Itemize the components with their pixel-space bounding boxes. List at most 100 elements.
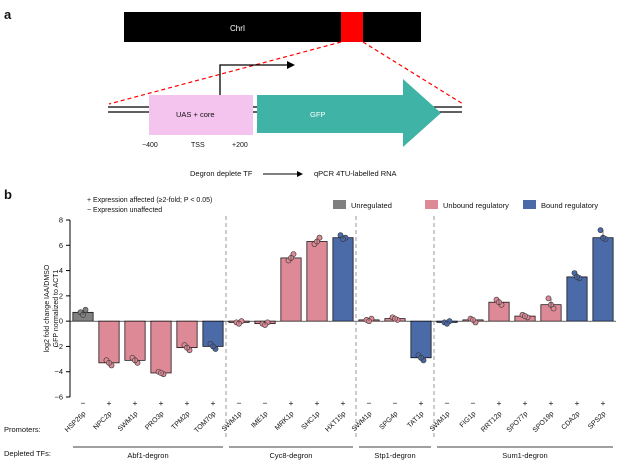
category-label: PRO3p xyxy=(144,410,165,431)
promoters-label: Promoters: xyxy=(4,425,41,434)
category-label: TAT1p xyxy=(406,410,425,429)
group-label: Cyc8-degron xyxy=(270,451,313,460)
legend-label: Unbound regulatory xyxy=(443,201,509,210)
category-label: HXT15p xyxy=(324,410,347,433)
uas-core-label: UAS + core xyxy=(176,110,215,119)
note-minus: − Expression unaffected xyxy=(87,207,162,214)
significance-mark: + xyxy=(315,398,320,408)
zoom-line-right xyxy=(362,41,464,105)
category-label: SWM1p xyxy=(429,410,452,433)
y-tick-label: 6 xyxy=(59,241,63,250)
flow-left: Degron deplete TF xyxy=(190,169,253,178)
y-tick-label: 2 xyxy=(59,291,63,300)
bar xyxy=(306,241,328,322)
category-label: SPO19p xyxy=(532,410,556,434)
panel-a-label: a xyxy=(4,7,12,22)
note-plus: + Expression affected (≥2-fold; P < 0.05… xyxy=(87,197,212,204)
category-label: IME1p xyxy=(250,410,269,429)
significance-mark: + xyxy=(289,398,294,408)
replicate-point xyxy=(82,306,89,313)
bar xyxy=(280,257,302,322)
significance-mark: − xyxy=(393,398,398,408)
category-label: NPC2p xyxy=(92,410,113,431)
y-axis-label: log2 fold change IAA/DMSO xyxy=(44,264,51,352)
legend: Unregulated Unbound regulatory Bound regul… xyxy=(333,200,598,210)
significance-mark: + xyxy=(133,398,138,408)
category-label: HSP26p xyxy=(64,410,87,433)
significance-mark: + xyxy=(341,398,346,408)
chromosome-label: ChrI xyxy=(230,24,245,33)
zoom-line-left xyxy=(108,41,342,105)
y-tick-label: −6 xyxy=(54,393,63,402)
replicate-point xyxy=(545,295,552,302)
category-label: TOM70p xyxy=(193,410,217,434)
significance-mark: + xyxy=(497,398,502,408)
significance-mark: − xyxy=(445,398,450,408)
significance-mark: + xyxy=(211,398,216,408)
flow-arrowhead xyxy=(297,171,303,177)
significance-mark: + xyxy=(601,398,606,408)
bar-chart: −6 −4 −2 0 2 4 6 8 log2 fold change IAA/DMSO GFP … xyxy=(44,216,616,460)
bar xyxy=(566,276,588,322)
chromosome-highlight xyxy=(341,12,363,42)
gfp-label: GFP xyxy=(310,110,325,119)
category-label: SPO77p xyxy=(506,410,530,434)
depleted-label: Depleted TFs: xyxy=(4,449,51,458)
bar xyxy=(592,237,614,322)
legend-label: Bound regulatory xyxy=(541,201,598,210)
bar xyxy=(150,320,172,374)
significance-mark: + xyxy=(419,398,424,408)
significance-mark: + xyxy=(107,398,112,408)
significance-mark: − xyxy=(367,398,372,408)
category-label: SWM1p xyxy=(351,410,374,433)
group-label: Abf1-degron xyxy=(127,451,168,460)
bar xyxy=(98,320,120,364)
category-label: SPS2p xyxy=(587,410,607,430)
pos-right: +200 xyxy=(232,142,248,149)
legend-swatch xyxy=(425,200,438,209)
tss-arrowhead xyxy=(287,61,295,69)
tss-label: TSS xyxy=(191,142,205,149)
panel-b-label: b xyxy=(4,187,12,202)
replicate-point xyxy=(597,227,604,234)
legend-swatch xyxy=(333,200,346,209)
significance-mark: + xyxy=(185,398,190,408)
category-label: FIG1p xyxy=(459,410,478,429)
significance-mark: − xyxy=(81,398,86,408)
category-label: CDA2p xyxy=(560,410,581,431)
legend-swatch xyxy=(523,200,536,209)
category-label: SWM1p xyxy=(117,410,140,433)
flow-right: qPCR 4TU-labelled RNA xyxy=(314,169,397,178)
category-label: RRT12p xyxy=(480,410,503,433)
category-label: TPM2p xyxy=(171,410,192,431)
category-label: SPG4p xyxy=(378,410,399,431)
tss-arrow xyxy=(219,64,287,95)
pos-left: −400 xyxy=(142,142,158,149)
significance-mark: + xyxy=(523,398,528,408)
significance-mark: − xyxy=(263,398,268,408)
y-tick-label: −4 xyxy=(54,367,63,376)
uas-core-box xyxy=(149,95,253,135)
group-label: Sum1-degron xyxy=(502,451,547,460)
bar xyxy=(124,320,146,361)
significance-mark: − xyxy=(471,398,476,408)
significance-mark: + xyxy=(575,398,580,408)
category-label: SHC1p xyxy=(300,410,321,431)
y-tick-label: −2 xyxy=(54,342,63,351)
y-tick-label: 0 xyxy=(59,317,63,326)
chromosome-bar xyxy=(124,12,421,42)
category-label: SWM1p xyxy=(221,410,244,433)
group-label: Stp1-degron xyxy=(374,451,415,460)
gfp-arrow xyxy=(257,79,441,147)
legend-label: Unregulated xyxy=(351,201,392,210)
y-tick-label: 8 xyxy=(59,216,63,225)
significance-mark: + xyxy=(159,398,164,408)
y-tick-label: 4 xyxy=(59,266,63,275)
y-axis-label-2: GFP normalized to ACT1 xyxy=(53,270,60,348)
bar xyxy=(410,320,432,359)
bar xyxy=(332,237,354,322)
category-label: MRK1p xyxy=(274,410,296,432)
significance-mark: + xyxy=(549,398,554,408)
significance-mark: − xyxy=(237,398,242,408)
